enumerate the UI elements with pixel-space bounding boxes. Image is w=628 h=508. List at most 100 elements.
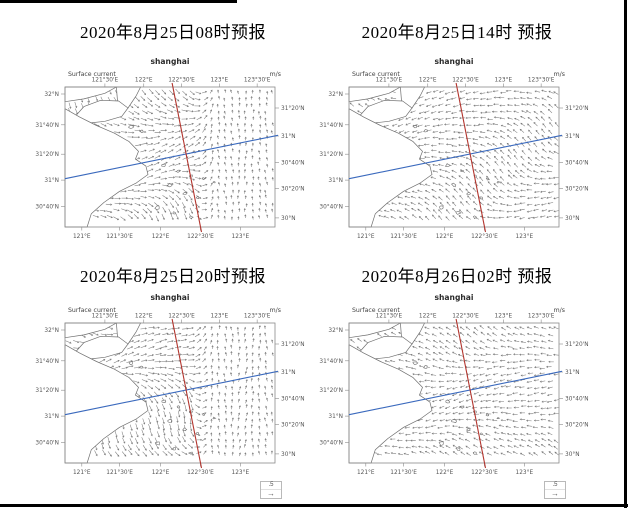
top-tick-label: 122°30'E (452, 78, 479, 84)
islet (172, 447, 177, 451)
bottom-tick-label: 122°E (436, 470, 454, 476)
islet (140, 129, 144, 133)
islet (161, 163, 166, 167)
top-tick-label: 122°E (419, 78, 437, 84)
top-tick-label: 123°E (211, 78, 229, 84)
left-tick-label: 31°N (44, 414, 59, 420)
coastline-0 (348, 86, 401, 103)
left-tick-label: 31°20'N (35, 388, 59, 394)
right-tick-label: 31°N (565, 134, 580, 140)
variable-label: Surface current (352, 307, 400, 314)
top-tick-label: 122°30'E (168, 314, 195, 320)
coastline-3 (348, 108, 433, 228)
coastline-0 (348, 322, 401, 339)
bottom-tick-label: 123°E (516, 234, 534, 240)
vector-scale-arrow-icon: → (545, 489, 565, 498)
left-tick-label: 30°40'N (35, 441, 59, 447)
right-tick-label: 31°20'N (281, 342, 305, 348)
vector-scale-arrow-icon: → (261, 489, 281, 498)
map-frame (348, 86, 560, 228)
bottom-tick-label: 121°E (357, 234, 375, 240)
parallel-31N-line (348, 370, 563, 416)
top-tick-label: 121°30'E (92, 314, 119, 320)
page-border-bottom (0, 504, 628, 507)
islet (154, 205, 160, 210)
right-tick-label: 30°40'N (565, 397, 589, 403)
current-vector-field (350, 325, 560, 456)
coastline-0 (64, 86, 117, 103)
variable-label: Surface current (352, 71, 400, 78)
islet (176, 169, 181, 173)
islet (154, 441, 160, 446)
islet (202, 413, 206, 416)
map-title: shanghai (150, 293, 189, 302)
top-tick-label: 122°30'E (168, 78, 195, 84)
map-title: shanghai (150, 57, 189, 66)
right-tick-label: 30°N (565, 216, 580, 222)
map-frame (64, 322, 276, 464)
top-tick-label: 121°30'E (92, 78, 119, 84)
bottom-tick-label: 122°E (436, 234, 454, 240)
variable-label: Surface current (68, 307, 116, 314)
left-tick-label: 32°N (44, 92, 59, 98)
page-border-top (0, 0, 237, 3)
islet (196, 196, 200, 199)
left-tick-label: 31°40'N (35, 123, 59, 129)
islet (479, 432, 483, 436)
right-tick-label: 31°20'N (281, 106, 305, 112)
top-tick-label: 123°30'E (528, 314, 555, 320)
forecast-panel-2: 2020年8月25日14时 预报 shanghai Surface current… (312, 14, 602, 266)
bottom-tick-label: 121°E (73, 234, 91, 240)
right-tick-label: 30°N (281, 452, 296, 458)
right-tick-label: 31°20'N (565, 342, 589, 348)
islet (176, 405, 181, 409)
top-tick-label: 123°30'E (244, 314, 271, 320)
coastline-3 (64, 344, 149, 464)
coastline-2 (74, 99, 129, 124)
left-tick-label: 31°20'N (35, 152, 59, 158)
left-tick-label: 30°40'N (319, 205, 343, 211)
forecast-panel-3: 2020年8月25日20时预报 shanghai Surface current m… (28, 250, 318, 502)
left-tick-label: 31°N (44, 178, 59, 184)
left-tick-label: 31°N (328, 178, 343, 184)
panel-title-3: 2020年8月25日20时预报 (80, 267, 266, 286)
left-tick-label: 32°N (44, 328, 59, 334)
left-tick-label: 31°40'N (319, 123, 343, 129)
left-tick-label: 31°40'N (35, 359, 59, 365)
page-border-right (624, 0, 627, 508)
islet (485, 413, 489, 417)
islet (445, 399, 450, 404)
islet (496, 181, 500, 184)
islet (423, 129, 428, 133)
coastline-2 (74, 335, 129, 360)
vector-scale-legend: .5 → (544, 481, 566, 499)
coastline-2 (358, 335, 413, 360)
left-tick-label: 31°20'N (319, 152, 343, 158)
coastline-3 (64, 108, 149, 228)
top-tick-label: 121°30'E (376, 78, 403, 84)
islet (201, 177, 206, 180)
vector-scale-legend: .5 → (260, 481, 282, 499)
islet (212, 181, 216, 184)
top-tick-label: 123°30'E (528, 78, 555, 84)
islet (189, 451, 193, 455)
left-tick-label: 32°N (328, 92, 343, 98)
islet (423, 365, 428, 369)
top-tick-label: 122°E (135, 78, 153, 84)
islet (444, 163, 452, 167)
bottom-tick-label: 122°E (152, 470, 170, 476)
islet (479, 196, 483, 200)
right-tick-label: 30°N (281, 216, 296, 222)
top-tick-label: 122°30'E (452, 314, 479, 320)
right-tick-label: 30°40'N (281, 161, 305, 167)
bottom-tick-label: 121°30'E (106, 234, 133, 240)
bottom-tick-label: 121°E (73, 470, 91, 476)
islet (460, 170, 464, 172)
bottom-tick-label: 121°30'E (390, 234, 417, 240)
islet (189, 215, 194, 219)
right-tick-label: 30°20'N (281, 423, 305, 429)
bottom-tick-label: 122°30'E (187, 234, 214, 240)
top-tick-label: 123°30'E (244, 78, 271, 84)
coastline-2 (358, 99, 413, 124)
